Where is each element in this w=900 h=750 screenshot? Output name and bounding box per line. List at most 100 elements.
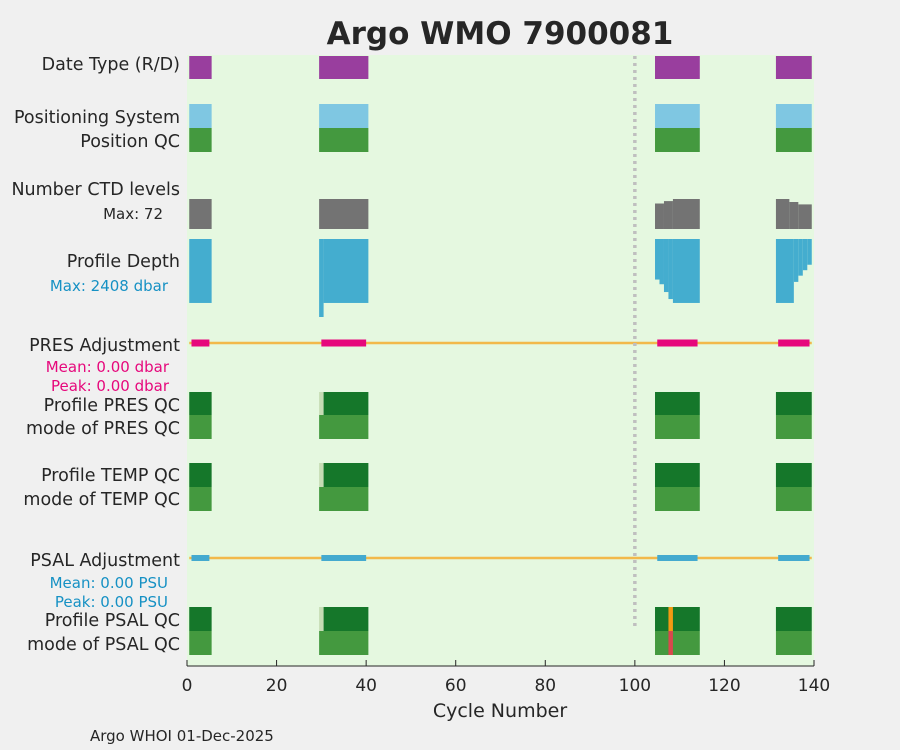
psal-peak-label: Peak: 0.00 PSU bbox=[55, 593, 168, 611]
pres-peak-label: Peak: 0.00 dbar bbox=[51, 377, 170, 395]
x-tick-label-120: 120 bbox=[708, 676, 740, 696]
temp-mode-block-3 bbox=[775, 487, 812, 511]
profile-depth-bar-6 bbox=[668, 239, 673, 300]
profile-depth-bar-5 bbox=[663, 239, 669, 293]
profile-depth-bar-0 bbox=[189, 239, 212, 303]
x-axis-label: Cycle Number bbox=[433, 700, 567, 722]
position-qc-block-1 bbox=[319, 128, 369, 152]
pres-mode-block-3 bbox=[775, 415, 812, 439]
ctd-level-bar-1 bbox=[319, 199, 369, 229]
psal-mode-block-1 bbox=[319, 631, 369, 655]
psal-mode-flag-0 bbox=[668, 631, 673, 655]
positioning-block-2 bbox=[655, 104, 700, 128]
date-type-block-3 bbox=[775, 56, 812, 79]
profile-depth-bar-8 bbox=[775, 239, 794, 303]
ctd-level-bar-5 bbox=[775, 199, 790, 229]
ctd-level-bar-4 bbox=[672, 199, 700, 229]
psal-mode-block-0 bbox=[189, 631, 212, 655]
date-type-block-1 bbox=[319, 56, 369, 79]
temp-mode-block-2 bbox=[655, 487, 700, 511]
x-tick-label-100: 100 bbox=[619, 676, 651, 696]
profile-depth-bar-11 bbox=[802, 239, 808, 271]
psal-qc-block-2 bbox=[323, 607, 369, 631]
label-temp-mode: mode of TEMP QC bbox=[23, 490, 180, 510]
positioning-block-3 bbox=[775, 104, 812, 128]
temp-qc-block-1 bbox=[189, 463, 212, 487]
label-position-qc: Position QC bbox=[80, 132, 180, 152]
ctd-max-label: Max: 72 bbox=[103, 205, 163, 223]
pres-adjust-segment-1 bbox=[321, 339, 367, 347]
profile-depth-bar-10 bbox=[798, 239, 803, 276]
depth-max-label: Max: 2408 dbar bbox=[50, 277, 169, 295]
label-profile-depth: Profile Depth bbox=[67, 252, 180, 272]
psal-mean-label: Mean: 0.00 PSU bbox=[50, 574, 168, 592]
profile-depth-bar-2 bbox=[323, 239, 369, 303]
psal-qc-block-1 bbox=[189, 607, 212, 631]
psal-mode-block-2 bbox=[655, 631, 700, 655]
pres-qc-block-2 bbox=[323, 392, 369, 415]
chart-title: Argo WMO 7900081 bbox=[327, 16, 674, 52]
x-tick-label-40: 40 bbox=[355, 676, 377, 696]
pres-qc-block-4 bbox=[775, 392, 812, 415]
position-qc-block-2 bbox=[655, 128, 700, 152]
temp-qc-block-3 bbox=[655, 463, 700, 487]
label-psal-mode: mode of PSAL QC bbox=[27, 635, 180, 655]
temp-mode-block-1 bbox=[319, 487, 369, 511]
pres-mode-block-2 bbox=[655, 415, 700, 439]
x-tick-label-80: 80 bbox=[534, 676, 556, 696]
label-psal-qc: Profile PSAL QC bbox=[45, 611, 180, 631]
position-qc-block-3 bbox=[775, 128, 812, 152]
pres-adjust-segment-3 bbox=[778, 339, 810, 347]
x-tick-label-0: 0 bbox=[182, 676, 193, 696]
pres-qc-block-0 bbox=[319, 392, 324, 415]
psal-qc-flag-0 bbox=[668, 607, 673, 631]
sub-labels: Max: 72 Max: 2408 dbar Mean: 0.00 dbar P… bbox=[46, 205, 170, 611]
positioning-block-0 bbox=[189, 104, 212, 128]
row-labels: Date Type (R/D) Positioning System Posit… bbox=[11, 55, 180, 655]
label-ctd-levels: Number CTD levels bbox=[11, 180, 180, 200]
pres-adjust-segment-2 bbox=[657, 339, 698, 347]
pres-mode-block-0 bbox=[189, 415, 212, 439]
psal-qc-block-0 bbox=[319, 607, 324, 631]
temp-qc-block-4 bbox=[775, 463, 812, 487]
pres-qc-block-1 bbox=[189, 392, 212, 415]
pres-mode-block-1 bbox=[319, 415, 369, 439]
plot-area bbox=[187, 55, 814, 666]
date-type-block-2 bbox=[655, 56, 700, 79]
footer-credit: Argo WHOI 01-Dec-2025 bbox=[90, 727, 274, 745]
ctd-level-bar-6 bbox=[789, 202, 799, 229]
label-temp-qc: Profile TEMP QC bbox=[41, 466, 180, 486]
x-ticks: 0 20 40 60 80 100 120 140 bbox=[182, 660, 830, 696]
profile-depth-bar-1 bbox=[319, 239, 324, 317]
label-psal-adjustment: PSAL Adjustment bbox=[30, 551, 180, 571]
psal-qc-block-3 bbox=[655, 607, 700, 631]
profile-depth-bar-9 bbox=[793, 239, 799, 282]
position-qc-block-0 bbox=[189, 128, 212, 152]
psal-adjust-segment-1 bbox=[321, 555, 367, 561]
temp-mode-block-0 bbox=[189, 487, 212, 511]
psal-adjust-segment-2 bbox=[657, 555, 698, 561]
profile-depth-bar-4 bbox=[659, 239, 664, 285]
positioning-block-1 bbox=[319, 104, 369, 128]
pres-adjust-segment-0 bbox=[191, 339, 210, 347]
date-type-block-0 bbox=[189, 56, 212, 79]
label-pres-mode: mode of PRES QC bbox=[26, 419, 180, 439]
x-tick-label-20: 20 bbox=[266, 676, 288, 696]
ctd-level-bar-2 bbox=[655, 203, 664, 229]
label-pres-qc: Profile PRES QC bbox=[44, 396, 180, 416]
profile-depth-bar-7 bbox=[672, 239, 700, 303]
pres-qc-block-3 bbox=[655, 392, 700, 415]
temp-qc-block-0 bbox=[319, 463, 324, 487]
psal-mode-block-3 bbox=[775, 631, 812, 655]
psal-adjust-segment-0 bbox=[191, 555, 210, 561]
label-date-type: Date Type (R/D) bbox=[42, 55, 180, 75]
psal-qc-block-4 bbox=[775, 607, 812, 631]
chart-marks bbox=[189, 56, 812, 655]
ctd-level-bar-7 bbox=[798, 204, 812, 229]
temp-qc-block-2 bbox=[323, 463, 369, 487]
profile-depth-bar-3 bbox=[655, 239, 660, 280]
ctd-level-bar-3 bbox=[663, 201, 673, 229]
label-positioning: Positioning System bbox=[14, 108, 180, 128]
pres-mean-label: Mean: 0.00 dbar bbox=[46, 358, 170, 376]
